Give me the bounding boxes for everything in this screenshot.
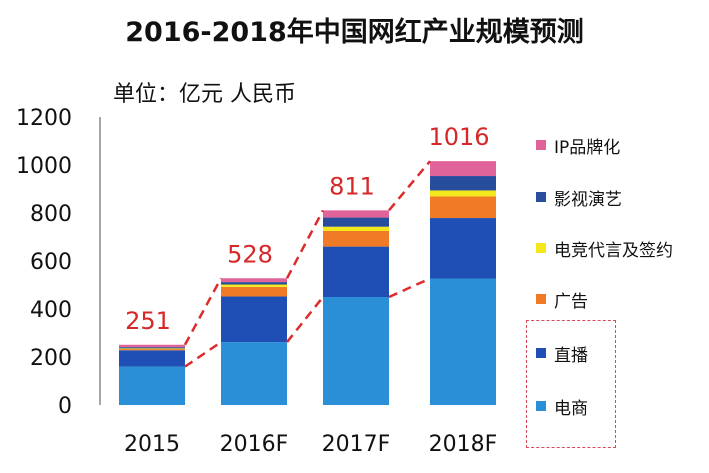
- bar-segment: [221, 282, 287, 285]
- y-tick-label: 400: [30, 298, 72, 323]
- labels-layer: 2015 251 2016F 528 2017F 811 2018F 1016: [124, 123, 497, 457]
- chart-title: 2016-2018年中国网红产业规模预测: [125, 17, 584, 48]
- legend-swatch: [536, 140, 546, 150]
- legend-swatch: [536, 192, 546, 202]
- bar-segment: [119, 347, 185, 349]
- bar-segment: [430, 196, 496, 219]
- y-tick-label: 0: [58, 394, 72, 419]
- y-tick-label: 200: [30, 346, 72, 371]
- x-tick-label: 2017F: [322, 432, 391, 457]
- total-trend-line: [285, 209, 325, 279]
- bar-segment: [221, 284, 287, 287]
- total-data-label: 251: [125, 307, 171, 335]
- y-tick-label: 1000: [16, 154, 72, 179]
- y-tick-label: 1200: [16, 106, 72, 131]
- x-tick-label: 2018F: [429, 432, 498, 457]
- unit-label: 单位：亿元 人民币: [113, 82, 296, 107]
- total-data-label: 528: [227, 240, 273, 268]
- bar-segment: [430, 278, 496, 405]
- bars-layer: [119, 161, 496, 405]
- total-trend-line: [388, 160, 431, 212]
- legend-item: 电竞代言及签约: [536, 237, 673, 261]
- bar-segment: [323, 297, 389, 405]
- bar-segment: [119, 349, 185, 351]
- bar-segment: [323, 226, 389, 231]
- total-data-label: 811: [329, 172, 375, 200]
- legend-item: 电商: [536, 395, 588, 419]
- total-trend-line: [183, 277, 223, 346]
- bar-segment: [221, 278, 287, 283]
- legend-highlight-box: [526, 320, 616, 448]
- legend-item: IP品牌化: [536, 134, 621, 158]
- legend-swatch: [536, 401, 546, 411]
- base-trend-line: [388, 277, 431, 299]
- legend-item: 广告: [536, 288, 588, 312]
- x-tick-label: 2015: [124, 432, 180, 457]
- legend-label: 电竞代言及签约: [554, 240, 673, 261]
- bar-segment: [430, 161, 496, 177]
- legend-swatch: [536, 243, 546, 253]
- y-tick-label: 800: [30, 202, 72, 227]
- bar-segment: [323, 217, 389, 227]
- bar-segment: [323, 231, 389, 247]
- bar-segment: [119, 350, 185, 367]
- legend-label: 广告: [554, 291, 588, 312]
- total-data-label: 1016: [428, 123, 489, 151]
- legend-label: IP品牌化: [554, 137, 621, 158]
- bar-segment: [323, 246, 389, 297]
- base-trend-line: [286, 296, 324, 343]
- bar-segment: [430, 190, 496, 197]
- legend-swatch: [536, 348, 546, 358]
- bar-segment: [221, 286, 287, 297]
- x-tick-label: 2016F: [220, 432, 289, 457]
- legend-label: 直播: [554, 345, 588, 366]
- y-tick-label: 600: [30, 250, 72, 275]
- axis-layer: 0 200 400 600 800 1000 1200: [16, 106, 101, 419]
- bar-segment: [430, 176, 496, 191]
- bar-segment: [221, 296, 287, 343]
- bar-segment: [119, 348, 185, 350]
- legend-label: 影视演艺: [554, 189, 622, 210]
- base-trend-line: [184, 341, 222, 368]
- bar-segment: [221, 342, 287, 405]
- bar-segment: [119, 366, 185, 405]
- legend-label: 电商: [554, 398, 588, 419]
- legend-swatch: [536, 294, 546, 304]
- legend-item: 影视演艺: [536, 186, 622, 210]
- bar-segment: [430, 218, 496, 279]
- legend-item: 直播: [536, 342, 588, 366]
- bar-segment: [119, 344, 185, 348]
- bar-segment: [323, 210, 389, 218]
- trend-lines-layer: [183, 160, 431, 368]
